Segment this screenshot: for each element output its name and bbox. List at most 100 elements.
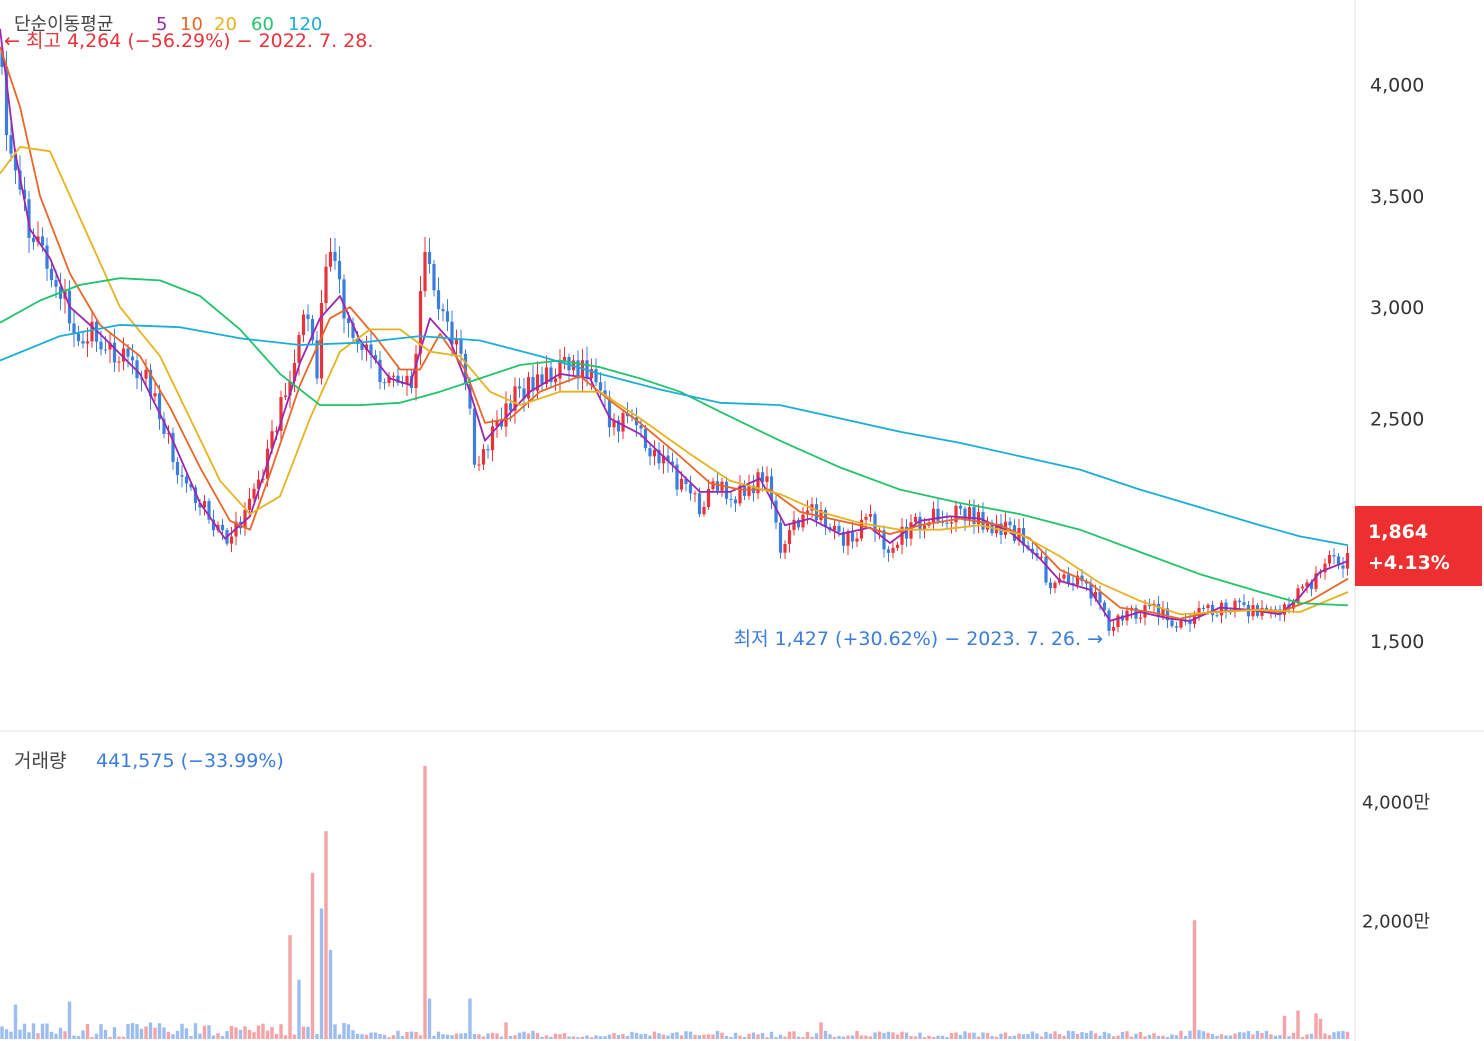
candle-body — [211, 519, 216, 531]
volume-bar — [1098, 1035, 1102, 1039]
volume-bar — [1278, 1035, 1282, 1039]
candle-body — [621, 413, 625, 432]
volume-bar — [139, 1028, 144, 1039]
volume-bar — [1147, 1034, 1152, 1039]
volume-bar — [18, 1029, 22, 1039]
volume-bar — [382, 1034, 387, 1039]
volume-bar — [562, 1033, 567, 1039]
candle-body — [918, 516, 922, 530]
volume-axis: 2,000만 4,000만 — [1362, 793, 1430, 933]
volume-bar — [1255, 1030, 1260, 1039]
candle-body — [823, 509, 828, 528]
volume-bar — [1228, 1035, 1233, 1039]
volume-bar — [279, 1024, 283, 1039]
volume-bar — [355, 1033, 360, 1039]
volume-bar — [135, 1024, 139, 1039]
candle-body — [684, 478, 688, 484]
volume-bar — [1008, 1036, 1012, 1039]
candle-body — [913, 516, 918, 523]
volume-bar — [216, 1033, 220, 1039]
volume-bar — [801, 1037, 805, 1039]
volume-bar — [301, 1026, 306, 1039]
candle-body — [589, 369, 594, 379]
candle-body — [882, 530, 886, 550]
candle-body — [675, 464, 679, 490]
volume-bar — [1287, 1036, 1291, 1039]
candle-body — [346, 318, 351, 323]
volume-bar — [171, 1034, 175, 1039]
candle-body — [576, 360, 580, 379]
legend-ma-20[interactable]: 20 — [214, 14, 237, 35]
candle-body — [936, 508, 940, 521]
candle-body — [1197, 607, 1201, 617]
volume-bar — [4, 1029, 9, 1039]
legend-ma-120[interactable]: 120 — [288, 14, 322, 35]
volume-bar — [481, 1036, 486, 1039]
volume-bar — [148, 1022, 153, 1039]
volume-bar — [49, 1031, 54, 1039]
candle-body — [247, 498, 252, 510]
volume-bar — [117, 1036, 121, 1039]
candle-body — [405, 375, 409, 384]
volume-bar — [283, 1035, 288, 1039]
volume-bar — [81, 1030, 85, 1039]
volume-bar — [949, 1033, 954, 1039]
volume-bar — [207, 1025, 211, 1039]
volume-bar — [1017, 1033, 1021, 1039]
candle-body — [1323, 563, 1327, 573]
volume-bar — [634, 1032, 639, 1039]
volume-bar — [783, 1036, 787, 1039]
volume-bar — [324, 831, 328, 1039]
volume-bar — [733, 1032, 738, 1039]
candle-body — [117, 361, 121, 363]
volume-bar — [679, 1035, 684, 1039]
volume-bar — [913, 1036, 918, 1039]
volume-bar — [841, 1036, 846, 1039]
volume-bar — [751, 1032, 756, 1039]
candle-body — [774, 500, 778, 523]
legend-ma-10[interactable]: 10 — [180, 14, 203, 35]
volume-bar — [549, 1036, 553, 1039]
candle-body — [693, 493, 697, 495]
volume-bar — [675, 1032, 679, 1039]
volume-bar — [1282, 1015, 1287, 1039]
candle-body — [792, 519, 796, 531]
candle-body — [778, 522, 783, 553]
volume-bar — [468, 998, 472, 1039]
volume-bar — [1237, 1032, 1242, 1039]
candle-body — [607, 396, 612, 428]
volume-bar — [544, 1035, 549, 1039]
candle-body — [954, 505, 958, 523]
volume-bar — [103, 1029, 108, 1039]
volume-bar — [540, 1036, 544, 1039]
volume-bar — [1066, 1030, 1071, 1039]
candle-body — [1062, 574, 1066, 579]
volume-bar — [432, 1035, 436, 1039]
volume-bar — [967, 1032, 972, 1039]
candle-body — [958, 505, 963, 509]
candle-body — [639, 425, 643, 429]
candle-body — [387, 376, 391, 384]
current-price-value: 1,864 — [1368, 521, 1428, 543]
volume-bar — [72, 1035, 76, 1039]
volume-bar — [904, 1032, 909, 1039]
candle-body — [549, 367, 553, 383]
volume-bar — [112, 1027, 117, 1039]
candle-body — [535, 374, 540, 391]
candle-body — [1161, 608, 1165, 618]
candle-body — [1174, 626, 1179, 628]
volume-bar — [40, 1023, 45, 1039]
volume-bar — [616, 1035, 621, 1039]
volume-bar — [211, 1035, 216, 1039]
volume-bar — [576, 1037, 580, 1039]
legend-ma-60[interactable]: 60 — [251, 14, 274, 35]
candle-body — [243, 509, 247, 529]
ma-line-60 — [0, 277, 1349, 607]
candle-body — [391, 375, 396, 377]
volume-bar — [1201, 1031, 1206, 1039]
volume-bar — [931, 1036, 936, 1039]
candle-body — [1075, 575, 1080, 585]
candle-body — [1327, 555, 1332, 564]
legend-ma-5[interactable]: 5 — [156, 14, 167, 35]
candle-body — [1300, 586, 1305, 589]
